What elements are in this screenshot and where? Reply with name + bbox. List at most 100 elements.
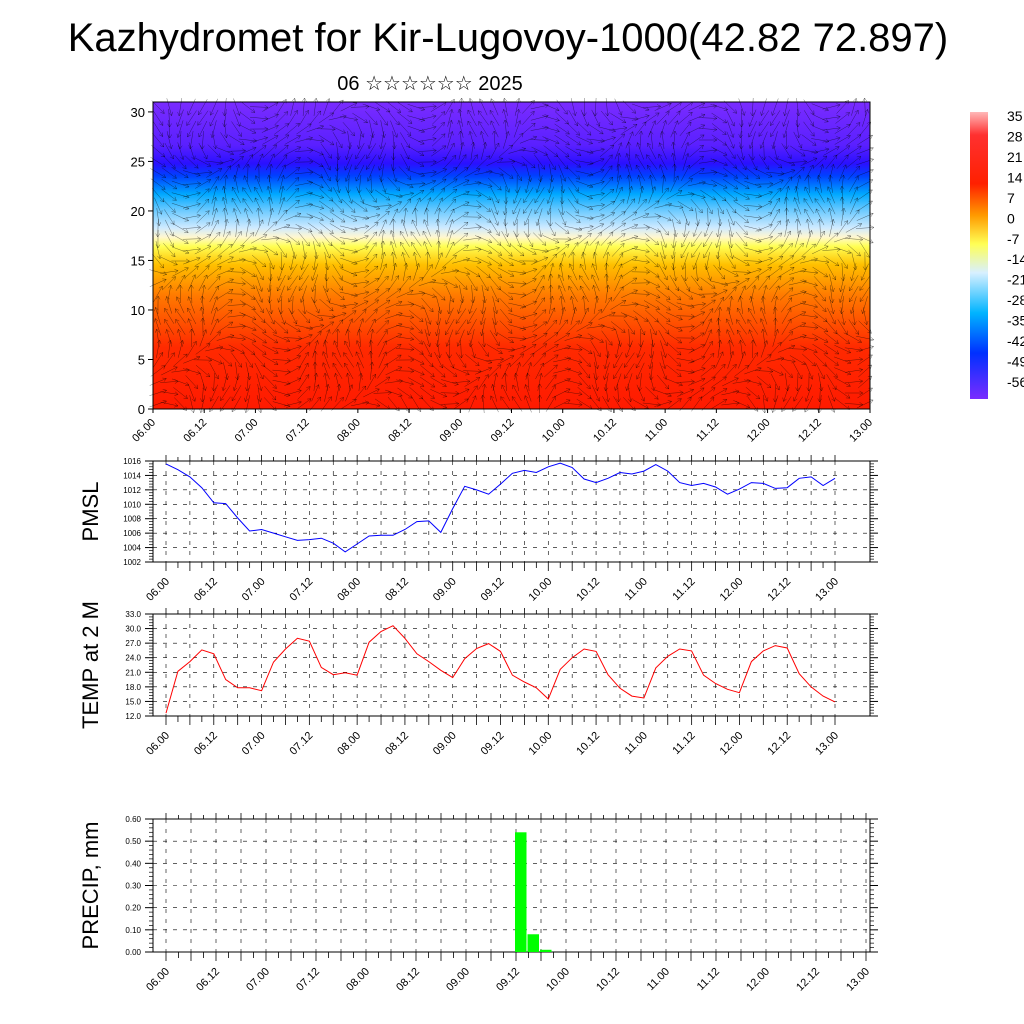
precip-x-tick-label: 06.12 xyxy=(194,966,222,994)
colorbar-label: -35 xyxy=(1007,313,1024,329)
precip-x-tick-label: 10.00 xyxy=(544,966,572,994)
temp-x-tick-label: 13.00 xyxy=(813,730,841,758)
pmsl-y-tick-label: 1008 xyxy=(123,515,141,524)
heatmap-x-tick-label: 11.00 xyxy=(643,417,670,444)
precip-x-tick-label: 09.12 xyxy=(494,966,522,994)
heatmap-x-tick-label: 11.12 xyxy=(694,417,721,444)
pmsl-x-tick-label: 07.00 xyxy=(240,576,268,604)
page-title: Kazhydromet for Kir-Lugovoy-1000(42.82 7… xyxy=(67,16,949,60)
temp-y-tick-label: 12.0 xyxy=(125,712,141,721)
colorbar-label: 35 xyxy=(1007,108,1023,124)
colorbar-label: -28 xyxy=(1007,292,1024,308)
temp-frame xyxy=(152,613,871,717)
colorbar-label: 21 xyxy=(1007,149,1023,165)
temp-y-axis-label: TEMP at 2 M xyxy=(78,601,103,729)
temp-x-tick-label: 06.00 xyxy=(144,730,172,758)
temp-x-tick-label: 11.12 xyxy=(670,730,697,757)
page-subtitle: 06 ☆☆☆☆☆☆ 2025 xyxy=(337,73,523,95)
precip-y-tick-label: 0.30 xyxy=(125,882,141,891)
heatmap-x-tick-label: 08.00 xyxy=(335,417,363,445)
pmsl-x-tick-label: 11.00 xyxy=(623,576,650,603)
temp-x-tick-label: 12.12 xyxy=(765,730,793,758)
pmsl-frame xyxy=(152,460,871,563)
precip-x-tick-label: 13.00 xyxy=(844,966,872,994)
colorbar-label: 0 xyxy=(1007,210,1015,226)
temp-y-tick-label: 18.0 xyxy=(125,683,141,692)
pmsl-x-tick-label: 10.12 xyxy=(574,576,602,604)
heatmap-x-tick-label: 13.00 xyxy=(847,417,875,445)
temp-y-tick-label: 27.0 xyxy=(125,639,141,648)
precip-x-tick-label: 07.12 xyxy=(294,966,322,994)
colorbar xyxy=(970,112,988,399)
precip-x-tick-label: 10.12 xyxy=(594,966,622,994)
temp-y-tick-label: 21.0 xyxy=(125,668,141,677)
precip-x-tick-label: 06.00 xyxy=(144,966,172,994)
temp-x-tick-label: 10.12 xyxy=(574,730,602,758)
pmsl-y-tick-label: 1004 xyxy=(123,544,141,553)
temp-x-tick-label: 09.12 xyxy=(479,730,507,758)
temp-y-tick-label: 15.0 xyxy=(125,697,141,706)
pmsl-y-tick-label: 1012 xyxy=(123,486,141,495)
precip-x-tick-label: 08.00 xyxy=(344,966,372,994)
pmsl-x-tick-label: 09.12 xyxy=(479,576,507,604)
precip-x-tick-label: 11.00 xyxy=(645,966,672,993)
heatmap-x-tick-label: 09.00 xyxy=(437,417,465,445)
heatmap-x-tick-label: 09.12 xyxy=(489,417,517,445)
precip-frame xyxy=(152,818,871,953)
pmsl-x-tick-label: 12.00 xyxy=(718,576,746,604)
temp-x-tick-label: 09.00 xyxy=(431,730,459,758)
temp-x-tick-label: 06.12 xyxy=(192,730,220,758)
precip-x-tick-label: 12.12 xyxy=(794,966,822,994)
temp-series-line xyxy=(165,625,836,714)
precip-bar xyxy=(540,949,552,952)
heatmap-y-tick-label: 30 xyxy=(131,105,145,120)
temp-x-tick-label: 08.12 xyxy=(383,730,411,758)
temp-x-tick-label: 12.00 xyxy=(718,730,746,758)
pmsl-y-tick-label: 1014 xyxy=(123,471,141,480)
heatmap-x-tick-label: 10.12 xyxy=(591,417,619,445)
precip-y-tick-label: 0.60 xyxy=(125,815,141,824)
pmsl-series-line xyxy=(165,462,836,553)
temp-y-tick-label: 30.0 xyxy=(125,625,141,634)
precip-y-tick-label: 0.50 xyxy=(125,837,141,846)
precip-x-tick-label: 08.12 xyxy=(394,966,422,994)
precip-y-tick-label: 0.20 xyxy=(125,904,141,913)
precip-y-axis-label: PRECIP, mm xyxy=(78,822,103,950)
temp-y-tick-label: 24.0 xyxy=(125,654,141,663)
precip-bar xyxy=(515,832,527,952)
heatmap-y-tick-label: 15 xyxy=(131,253,145,268)
pmsl-y-tick-label: 1010 xyxy=(123,500,141,509)
colorbar-label: -14 xyxy=(1007,251,1024,267)
heatmap-x-tick-label: 06.00 xyxy=(130,417,158,445)
temp-x-tick-label: 11.00 xyxy=(623,730,650,757)
heatmap-x-tick-label: 07.00 xyxy=(233,417,261,445)
heatmap-y-tick-label: 25 xyxy=(131,154,145,169)
colorbar-label: 28 xyxy=(1007,128,1023,144)
colorbar-label: -49 xyxy=(1007,354,1024,370)
pmsl-x-tick-label: 08.00 xyxy=(335,576,363,604)
colorbar-label: -7 xyxy=(1007,231,1020,247)
pmsl-x-tick-label: 11.12 xyxy=(670,576,697,603)
heatmap-y-tick-label: 20 xyxy=(131,204,145,219)
heatmap-y-tick-label: 10 xyxy=(131,303,145,318)
pmsl-x-tick-label: 12.12 xyxy=(765,576,793,604)
pmsl-y-tick-label: 1006 xyxy=(123,529,141,538)
temp-x-tick-label: 07.00 xyxy=(240,730,268,758)
heatmap-x-tick-label: 12.00 xyxy=(745,417,773,445)
precip-y-tick-label: 0.40 xyxy=(125,859,141,868)
precip-y-tick-label: 0.00 xyxy=(125,948,141,957)
pmsl-y-tick-label: 1002 xyxy=(123,558,141,567)
temp-x-tick-label: 10.00 xyxy=(526,730,554,758)
precip-x-tick-label: 12.00 xyxy=(744,966,772,994)
colorbar-label: -42 xyxy=(1007,333,1024,349)
colorbar-label: 7 xyxy=(1007,190,1015,206)
temp-x-tick-label: 08.00 xyxy=(335,730,363,758)
pmsl-x-tick-label: 06.12 xyxy=(192,576,220,604)
pmsl-x-tick-label: 10.00 xyxy=(526,576,554,604)
pmsl-x-tick-label: 07.12 xyxy=(288,576,316,604)
heatmap-x-tick-label: 10.00 xyxy=(540,417,568,445)
heatmap-y-tick-label: 0 xyxy=(138,402,145,417)
colorbar-label: -56 xyxy=(1007,374,1024,390)
pmsl-x-tick-label: 09.00 xyxy=(431,576,459,604)
